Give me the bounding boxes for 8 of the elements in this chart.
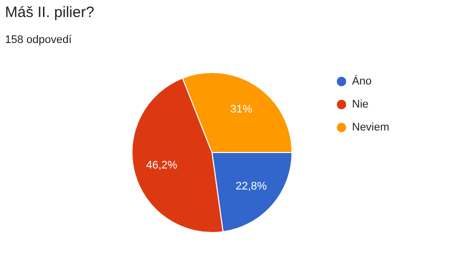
data-label: 22,8% [236,180,268,193]
legend-label: Nie [352,98,369,110]
legend-label: Áno [352,74,372,88]
chart-title: Máš II. pilier? [5,4,94,21]
data-label: 46,2% [146,160,178,172]
data-label: 31% [230,103,252,116]
legend-label: Neviem [352,122,390,134]
text: 158 odpovedí [5,34,73,46]
